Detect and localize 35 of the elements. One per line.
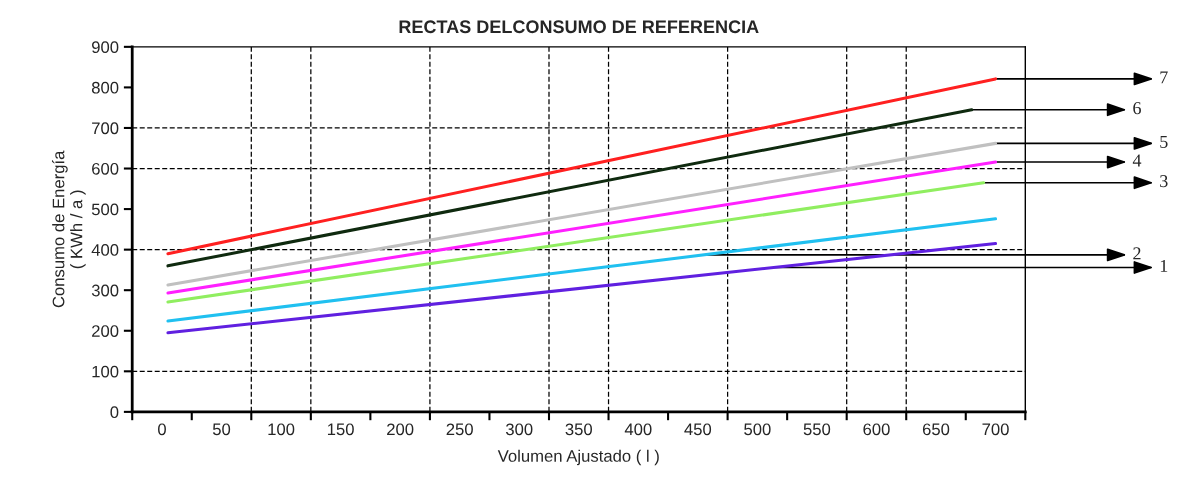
y-tick-label: 600 <box>92 162 119 175</box>
annotation: 7 <box>1160 71 1168 84</box>
annotation: 5 <box>1160 135 1168 148</box>
y-tick-label: 400 <box>91 244 119 256</box>
y-axis-title: Consumo de Energía ( KWh / a ) <box>51 150 86 308</box>
y-tick-label: 500 <box>91 203 119 216</box>
annotation: 3 <box>1160 175 1168 188</box>
x-tick-label: 350 <box>565 423 593 436</box>
y-tick-label: 100 <box>92 365 119 378</box>
y-tick-label: 900 <box>92 41 119 54</box>
annotation: 6 <box>1133 102 1141 115</box>
y-tick-label: 300 <box>91 284 119 297</box>
x-tick-label: 300 <box>505 423 533 436</box>
x-tick-label: 650 <box>922 423 950 436</box>
y-tick-label: 700 <box>92 122 119 135</box>
x-tick-label: 50 <box>212 423 231 436</box>
annotation: 2 <box>1133 247 1141 260</box>
x-tick-label: 200 <box>387 423 414 436</box>
x-tick-label: 550 <box>803 423 831 436</box>
annotation: 1 <box>1160 259 1168 272</box>
x-tick-label: 250 <box>446 423 473 436</box>
x-tick-label: 400 <box>624 423 652 436</box>
y-tick-label: 0 <box>110 406 119 419</box>
annotation: 4 <box>1132 154 1142 167</box>
x-axis-title: Volumen Ajustado ( l ) <box>497 449 659 466</box>
x-tick-label: 150 <box>327 423 354 436</box>
x-tick-label: 600 <box>863 423 890 436</box>
y-tick-label: 800 <box>91 81 119 94</box>
chart-title: RECTAS DELCONSUMO DE REFERENCIA <box>399 20 759 34</box>
x-tick-label: 450 <box>684 423 712 436</box>
x-tick-label: 100 <box>268 423 295 436</box>
x-tick-label: 500 <box>744 423 771 436</box>
x-tick-label: 0 <box>158 423 166 436</box>
x-tick-label: 700 <box>982 423 1009 436</box>
y-tick-label: 200 <box>92 325 119 337</box>
